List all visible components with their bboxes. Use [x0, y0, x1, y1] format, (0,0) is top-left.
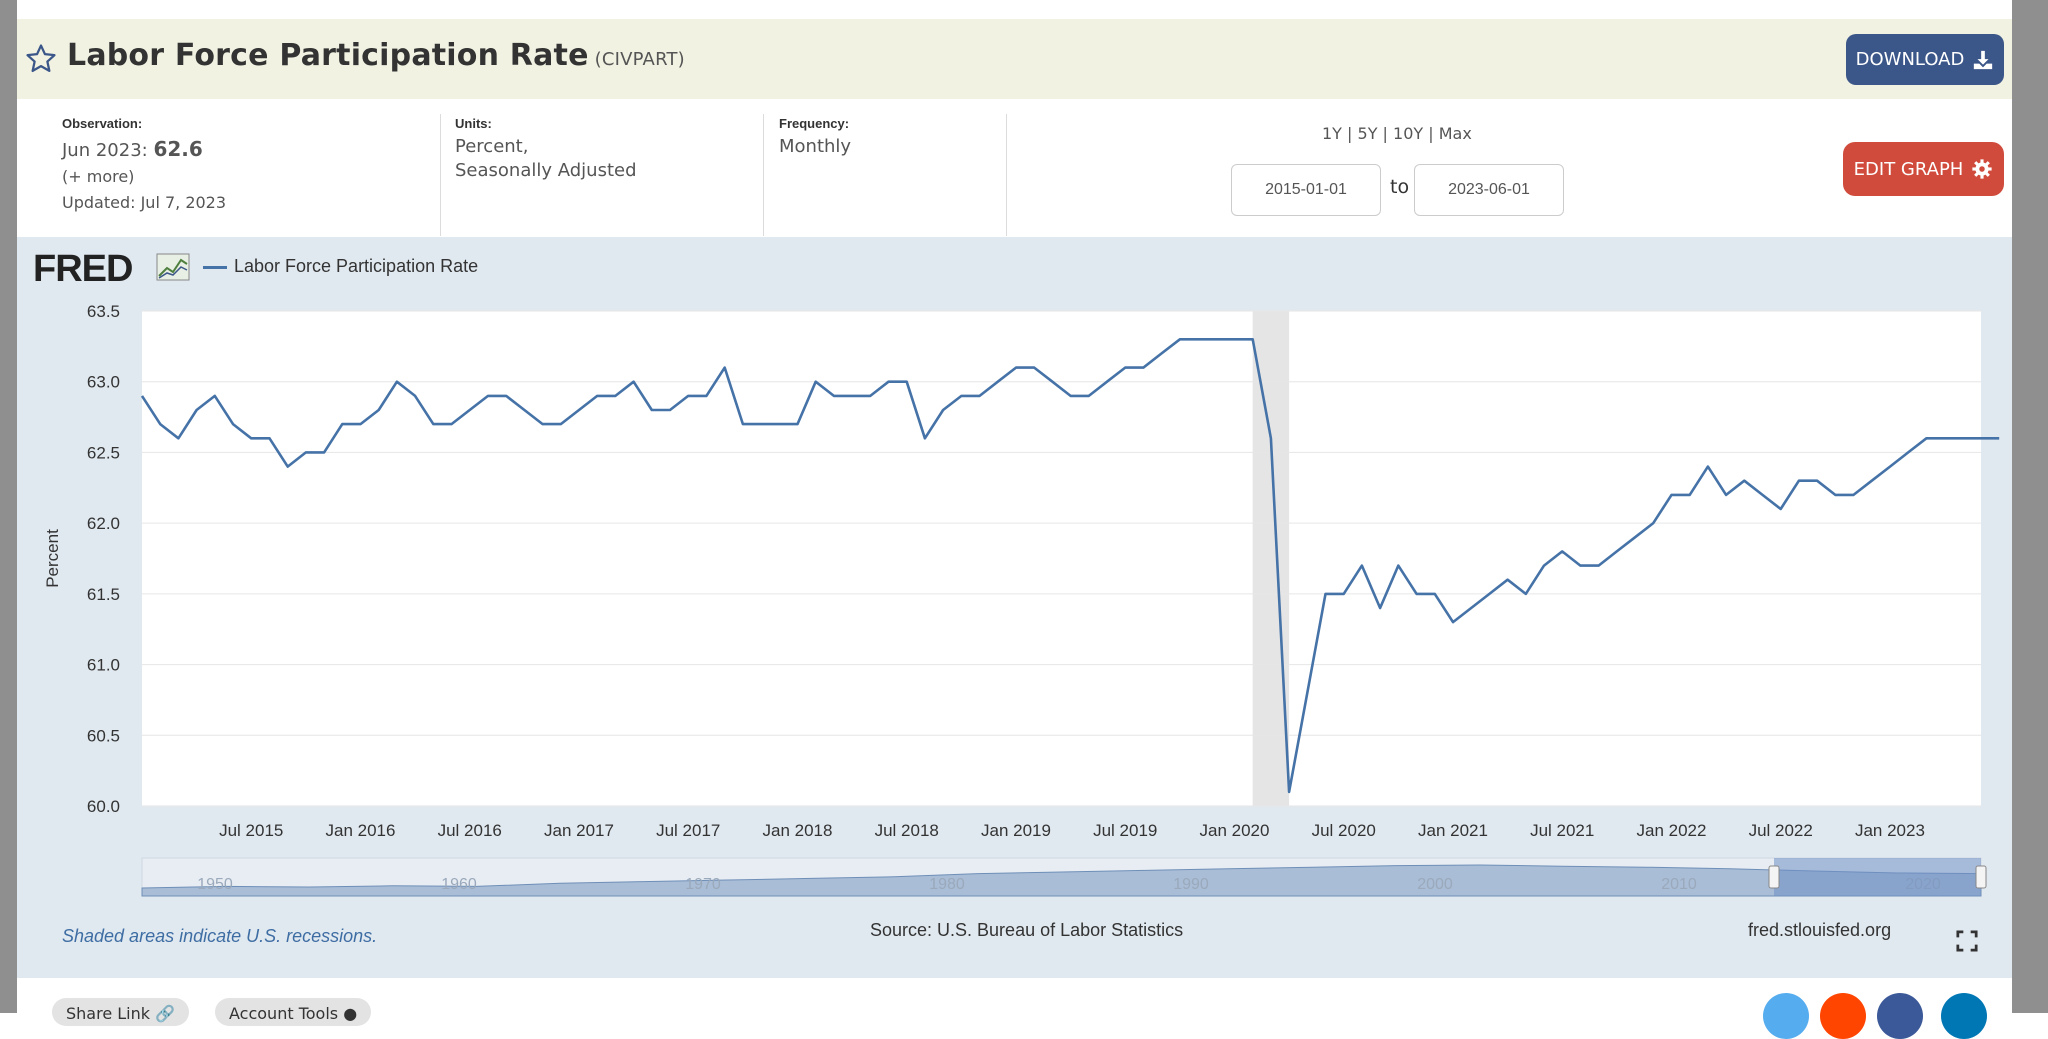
observation-line: Jun 2023: 62.6 [62, 137, 226, 163]
facebook-icon[interactable] [1877, 993, 1923, 1039]
y-tick-label: 63.0 [87, 373, 120, 392]
download-label: DOWNLOAD [1855, 49, 1965, 70]
fred-logo: FRED [33, 248, 190, 288]
legend-label[interactable]: Labor Force Participation Rate [234, 256, 479, 276]
observation-label: Observation: [62, 116, 143, 131]
user-icon: ● [343, 1004, 358, 1023]
window-edge-left [0, 0, 17, 1013]
recession-note: Shaded areas indicate U.S. recessions. [62, 926, 378, 946]
x-tick-label: Jul 2015 [219, 821, 283, 840]
chart: 63.5 63.0 62.5 62.0 61.5 61.0 60.5 60.0 Jul 2015… [43, 302, 2000, 897]
divider [440, 114, 441, 236]
y-tick-label: 62.5 [87, 443, 120, 462]
navigator-label: 2010 [1661, 876, 1697, 893]
y-tick-label: 60.0 [87, 797, 120, 816]
legend-swatch [203, 266, 227, 269]
x-tick-label: Jul 2020 [1312, 821, 1376, 840]
units-line1: Percent, [455, 136, 529, 157]
plot-area [142, 311, 1981, 806]
series-line [140, 337, 2000, 794]
account-tools-button[interactable]: Account Tools ● [215, 998, 372, 1026]
download-icon [1974, 50, 1993, 69]
twitter-icon[interactable] [1763, 993, 1809, 1039]
frequency-block: Frequency: Monthly [779, 116, 851, 253]
recession-shade [1252, 311, 1290, 806]
x-tick-label: Jan 2022 [1636, 821, 1706, 840]
x-tick-label: Jul 2016 [438, 821, 502, 840]
observation-value: 62.6 [153, 137, 203, 161]
x-tick-label: Jan 2019 [981, 821, 1051, 840]
x-tick-label: Jul 2019 [1093, 821, 1157, 840]
x-tick-label: Jan 2016 [326, 821, 396, 840]
page-title: Labor Force Participation Rate (CIVPART) [67, 38, 685, 73]
x-tick-label: Jul 2018 [875, 821, 939, 840]
x-tick-label: Jul 2017 [656, 821, 720, 840]
navigator-handle[interactable] [1768, 865, 1780, 889]
edit-graph-button[interactable]: EDIT GRAPH [1843, 142, 2004, 196]
y-axis-label: Percent [43, 529, 62, 588]
x-tick-label: Jul 2022 [1749, 821, 1813, 840]
title-bar [17, 19, 2012, 99]
fullscreen-icon[interactable] [1956, 930, 1978, 952]
range-links[interactable]: 1Y | 5Y | 10Y | Max [1322, 124, 1472, 143]
x-tick-label: Jan 2021 [1418, 821, 1488, 840]
end-date-input[interactable]: 2023-06-01 [1414, 164, 1564, 216]
y-tick-label: 62.0 [87, 514, 120, 533]
navigator-handle[interactable] [1975, 865, 1987, 889]
y-tick-label: 63.5 [87, 302, 120, 321]
navigator-label: 1960 [441, 876, 477, 893]
edit-graph-label: EDIT GRAPH [1853, 158, 1964, 180]
units-label: Units: [455, 116, 492, 131]
share-link-label: Share Link [66, 1004, 151, 1023]
start-date-input[interactable]: 2015-01-01 [1231, 164, 1381, 216]
x-tick-label: Jul 2021 [1530, 821, 1594, 840]
gear-icon [1972, 159, 1992, 179]
units-block: Units: Percent, Seasonally Adjusted [455, 116, 637, 253]
divider [1006, 114, 1007, 236]
y-tick-label: 61.0 [87, 656, 120, 675]
window-edge-right [2012, 0, 2048, 1013]
divider [763, 114, 764, 236]
navigator-label: 1970 [685, 876, 721, 893]
to-label: to [1390, 176, 1410, 198]
units-line2: Seasonally Adjusted [455, 160, 637, 181]
linkedin-icon[interactable] [1941, 993, 1987, 1039]
source-text[interactable]: Source: U.S. Bureau of Labor Statistics [870, 920, 1184, 940]
navigator-selection [1774, 858, 1981, 896]
top-strip [17, 0, 2012, 19]
y-tick-label: 60.5 [87, 726, 120, 745]
series-id: (CIVPART) [594, 49, 685, 70]
frequency-value: Monthly [779, 136, 852, 157]
x-tick-label: Jan 2017 [544, 821, 614, 840]
link-icon: 🔗 [155, 1004, 176, 1023]
navigator-label: 1990 [1173, 876, 1209, 893]
site-url[interactable]: fred.stlouisfed.org [1748, 920, 1892, 940]
navigator-label: 1980 [929, 876, 965, 893]
y-tick-label: 61.5 [87, 585, 120, 604]
updated-text: Updated: Jul 7, 2023 [62, 193, 227, 212]
observation-block: Observation: Jun 2023: 62.6 (+ more) Upd… [62, 116, 226, 253]
share-link-button[interactable]: Share Link 🔗 [52, 998, 190, 1026]
reddit-icon[interactable] [1820, 993, 1866, 1039]
svg-text:FRED: FRED [33, 248, 132, 288]
account-tools-label: Account Tools [229, 1004, 339, 1023]
frequency-label: Frequency: [779, 116, 850, 131]
observation-date: Jun 2023: [62, 140, 148, 161]
star-icon[interactable] [24, 42, 58, 76]
navigator-label: 1950 [197, 876, 233, 893]
more-link[interactable]: (+ more) [62, 167, 135, 186]
x-tick-label: Jan 2018 [763, 821, 833, 840]
download-button[interactable]: DOWNLOAD [1846, 34, 2004, 85]
x-tick-label: Jan 2023 [1855, 821, 1925, 840]
navigator-label: 2000 [1417, 876, 1453, 893]
x-tick-label: Jan 2020 [1199, 821, 1269, 840]
